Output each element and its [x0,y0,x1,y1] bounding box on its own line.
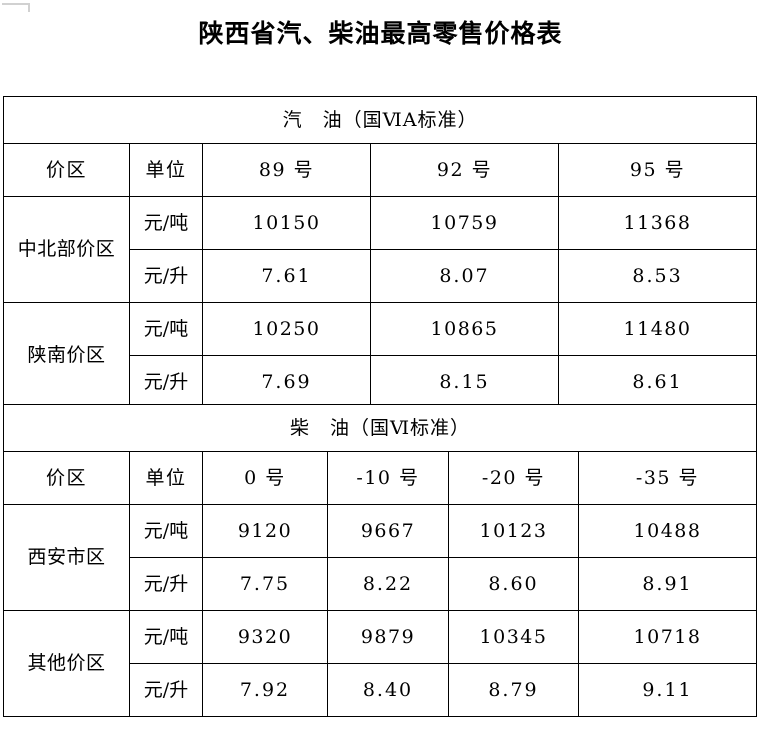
diesel-unit-ton-1: 元/吨 [129,610,203,664]
diesel-price-table: 柴 油（国Ⅵ标准） 价区 单位 0 号 -10 号 -20 号 -35 号 西安… [3,404,757,717]
table-row-section-header: 汽 油（国ⅥA标准） [2,96,758,144]
diesel-region-label-1: 其他价区 [3,610,130,717]
gasoline-r1-liter-92: 8.15 [370,355,559,409]
gasoline-unit-liter-1: 元/升 [129,355,203,409]
gasoline-r1-ton-92: 10865 [370,302,559,356]
gasoline-r0-liter-89: 7.61 [202,249,371,303]
diesel-region-label-0: 西安市区 [3,504,130,611]
table-row-column-headers: 价区 单位 89 号 92 号 95 号 [3,143,758,197]
diesel-r0-liter-minus10: 8.22 [327,557,449,611]
diesel-r0-ton-minus10: 9667 [327,504,449,558]
diesel-r1-ton-minus20: 10345 [448,610,579,664]
diesel-r0-liter-minus35: 8.91 [578,557,757,611]
gasoline-r0-liter-95: 8.53 [557,249,758,303]
gasoline-region-label-0: 中北部价区 [3,196,130,303]
diesel-unit-ton-0: 元/吨 [129,504,203,558]
diesel-unit-liter-1: 元/升 [129,663,203,717]
diesel-r0-ton-minus35: 10488 [578,504,757,558]
table-row: 中北部价区 元/吨 10150 10759 11368 [3,196,758,303]
diesel-col-header-minus35: -35 号 [578,451,757,505]
diesel-r1-ton-0: 9320 [202,610,328,664]
gasoline-r1-liter-89: 7.69 [202,355,371,409]
diesel-r0-ton-0: 9120 [202,504,328,558]
diesel-r1-liter-0: 7.92 [202,663,328,717]
gasoline-r0-ton-92: 10759 [370,196,559,250]
diesel-col-header-unit: 单位 [129,451,203,505]
table-row-section-header: 柴 油（国Ⅵ标准） [3,404,757,452]
page-corner-mark [2,3,30,12]
table-row: 元/升 7.69 8.15 8.61 [4,355,758,409]
diesel-r0-liter-minus20: 8.60 [448,557,579,611]
diesel-col-header-minus10: -10 号 [327,451,449,505]
diesel-r0-ton-minus20: 10123 [448,504,579,558]
diesel-section-header: 柴 油（国Ⅵ标准） [3,404,757,452]
gasoline-r1-ton-95: 11480 [557,302,758,356]
gasoline-col-header-89: 89 号 [202,143,371,197]
gasoline-r1-liter-95: 8.61 [557,355,758,409]
gasoline-r1-ton-89: 10250 [202,302,371,356]
table-row: 陕南价区 元/吨 10250 10865 11480 [3,302,758,409]
table-row: 西安市区 元/吨 9120 9667 10123 10488 [3,504,757,611]
page-title: 陕西省汽、柴油最高零售价格表 [198,19,563,48]
gasoline-col-header-region: 价区 [3,143,130,197]
gasoline-unit-ton-1: 元/吨 [129,302,203,356]
table-row: 元/升 7.92 8.40 8.79 9.11 [4,663,757,717]
gasoline-region-label-1: 陕南价区 [3,302,130,409]
gasoline-section-header: 汽 油（国ⅥA标准） [2,96,758,144]
gasoline-col-header-92: 92 号 [370,143,559,197]
diesel-r1-liter-minus10: 8.40 [327,663,449,717]
gasoline-r0-liter-92: 8.07 [370,249,559,303]
gasoline-col-header-unit: 单位 [129,143,203,197]
diesel-unit-liter-0: 元/升 [129,557,203,611]
diesel-r0-liter-0: 7.75 [202,557,328,611]
diesel-r1-liter-minus20: 8.79 [448,663,579,717]
gasoline-unit-ton-0: 元/吨 [129,196,203,250]
gasoline-price-table: 汽 油（国ⅥA标准） 价区 单位 89 号 92 号 95 号 中北部价区 元/… [2,96,758,409]
diesel-r1-liter-minus35: 9.11 [578,663,757,717]
gasoline-r0-ton-89: 10150 [202,196,371,250]
diesel-r1-ton-minus10: 9879 [327,610,449,664]
diesel-col-header-minus20: -20 号 [448,451,579,505]
table-row-column-headers: 价区 单位 0 号 -10 号 -20 号 -35 号 [3,451,757,505]
table-row: 元/升 7.61 8.07 8.53 [4,249,758,303]
gasoline-col-header-95: 95 号 [557,143,758,197]
table-row: 元/升 7.75 8.22 8.60 8.91 [4,557,757,611]
diesel-col-header-0: 0 号 [202,451,328,505]
gasoline-unit-liter-0: 元/升 [129,249,203,303]
diesel-r1-ton-minus35: 10718 [578,610,757,664]
gasoline-r0-ton-95: 11368 [557,196,758,250]
table-row: 其他价区 元/吨 9320 9879 10345 10718 [3,610,757,717]
diesel-col-header-region: 价区 [3,451,130,505]
